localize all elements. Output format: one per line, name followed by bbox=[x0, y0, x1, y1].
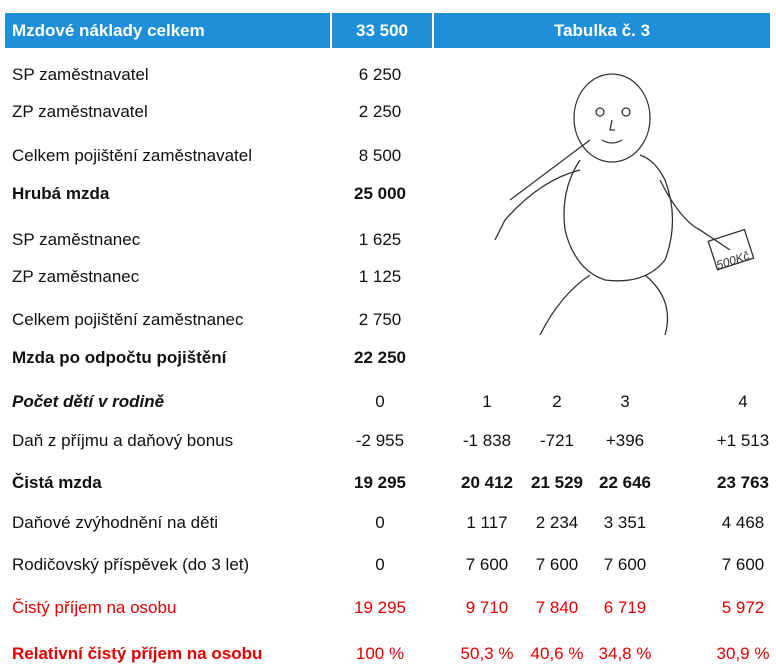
cell-value: +396 bbox=[580, 428, 670, 454]
row-label: Mzda po odpočtu pojištění bbox=[12, 345, 226, 371]
header-label: Mzdové náklady celkem bbox=[12, 13, 205, 48]
cell-value: 8 500 bbox=[335, 143, 425, 169]
cell-value: 22 646 bbox=[580, 470, 670, 496]
row-label: Relativní čistý příjem na osobu bbox=[12, 641, 262, 667]
cell-value: 2 250 bbox=[335, 99, 425, 125]
cell-value: 4 bbox=[698, 389, 776, 415]
cell-value: 4 468 bbox=[698, 510, 776, 536]
row-label: Daňové zvýhodnění na děti bbox=[12, 510, 218, 536]
header-value: 33 500 bbox=[332, 13, 432, 48]
cell-value: 7 600 bbox=[698, 552, 776, 578]
cell-value: 6 719 bbox=[580, 595, 670, 621]
cell-value: 6 250 bbox=[335, 62, 425, 88]
cell-value: 1 125 bbox=[335, 264, 425, 290]
cell-value: 23 763 bbox=[698, 470, 776, 496]
header-title: Tabulka č. 3 bbox=[434, 13, 770, 48]
cell-value: 22 250 bbox=[335, 345, 425, 371]
row-label: Rodičovský příspěvek (do 3 let) bbox=[12, 552, 249, 578]
note-text: 500Kč bbox=[714, 248, 751, 272]
row-label: Čistý příjem na osobu bbox=[12, 595, 176, 621]
cell-value: 0 bbox=[335, 389, 425, 415]
cell-value: 0 bbox=[335, 510, 425, 536]
cell-value: 100 % bbox=[335, 641, 425, 667]
row-label: Hrubá mzda bbox=[12, 181, 109, 207]
cell-value: 3 351 bbox=[580, 510, 670, 536]
cell-value: 3 bbox=[580, 389, 670, 415]
cell-value: +1 513 bbox=[698, 428, 776, 454]
cell-value: 19 295 bbox=[335, 470, 425, 496]
cell-value: 2 750 bbox=[335, 307, 425, 333]
cell-value: 1 625 bbox=[335, 227, 425, 253]
cell-value: 5 972 bbox=[698, 595, 776, 621]
cell-value: 7 600 bbox=[580, 552, 670, 578]
cell-value: 19 295 bbox=[335, 595, 425, 621]
baby-sketch: 500Kč bbox=[480, 60, 770, 350]
row-label: SP zaměstnavatel bbox=[12, 62, 149, 88]
row-label: Celkem pojištění zaměstnanec bbox=[12, 307, 244, 333]
row-label: Čistá mzda bbox=[12, 470, 102, 496]
row-label: ZP zaměstnanec bbox=[12, 264, 139, 290]
cell-value: 34,8 % bbox=[580, 641, 670, 667]
cell-value: 25 000 bbox=[335, 181, 425, 207]
row-label: Celkem pojištění zaměstnavatel bbox=[12, 143, 252, 169]
page: {"header": {"label": "Mzdové náklady cel… bbox=[0, 0, 776, 665]
cell-value: 30,9 % bbox=[698, 641, 776, 667]
row-label: Počet dětí v rodině bbox=[12, 389, 164, 415]
row-label: Daň z příjmu a daňový bonus bbox=[12, 428, 233, 454]
row-label: ZP zaměstnavatel bbox=[12, 99, 148, 125]
cell-value: 0 bbox=[335, 552, 425, 578]
row-label: SP zaměstnanec bbox=[12, 227, 140, 253]
cell-value: -2 955 bbox=[335, 428, 425, 454]
